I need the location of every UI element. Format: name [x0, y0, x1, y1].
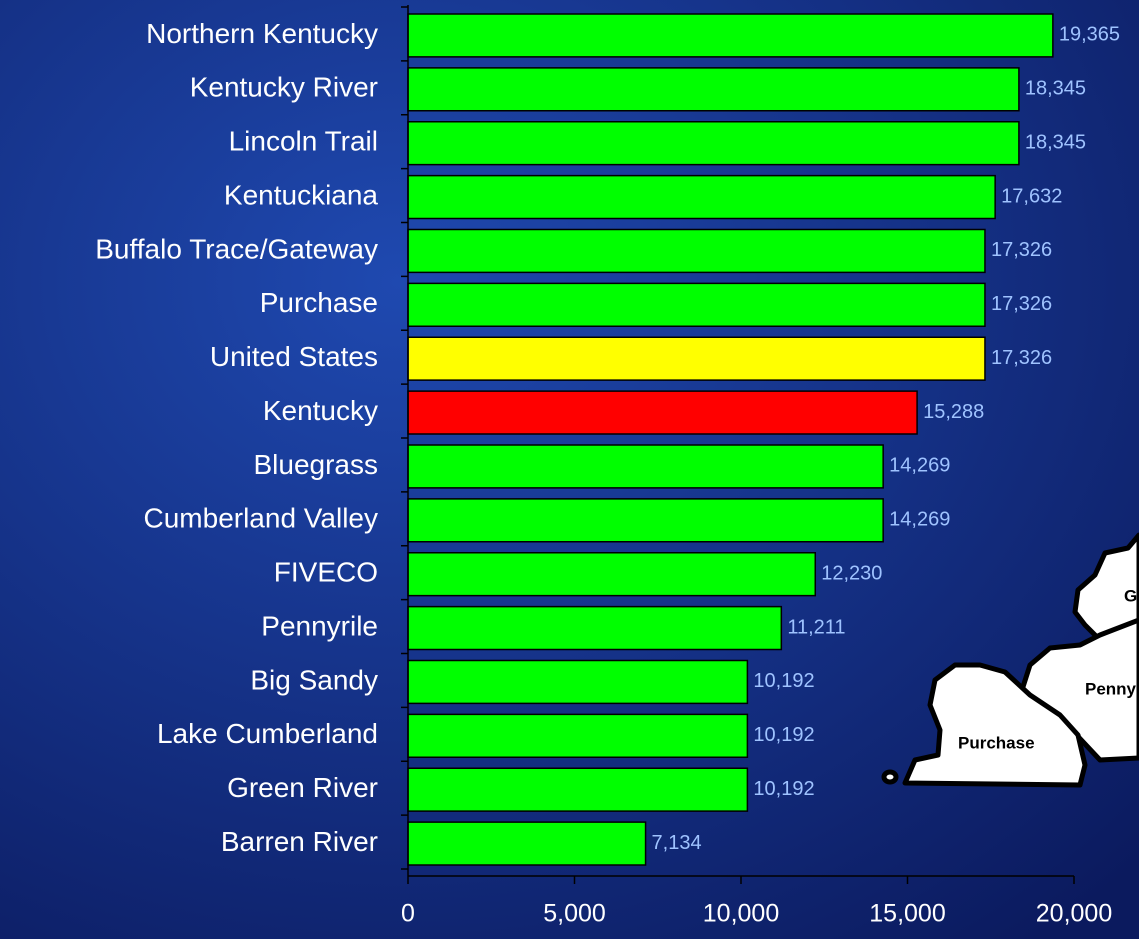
x-tick-label: 5,000 — [543, 900, 606, 928]
value-label: 7,134 — [652, 832, 702, 854]
value-label: 10,192 — [753, 724, 814, 746]
y-tick-label: Purchase — [260, 287, 378, 318]
x-tick-label: 0 — [401, 900, 415, 928]
y-tick-label: Kentucky — [263, 395, 378, 426]
y-tick-label: Kentucky River — [190, 72, 378, 103]
value-label: 17,632 — [1001, 185, 1062, 207]
bar — [407, 336, 986, 381]
bar — [407, 13, 1054, 58]
bar — [407, 228, 986, 274]
value-label: 11,211 — [787, 616, 845, 638]
value-label: 10,192 — [753, 778, 814, 800]
bar — [407, 605, 783, 651]
y-tick-label: Lincoln Trail — [229, 126, 378, 157]
y-tick-label: Buffalo Trace/Gateway — [95, 233, 378, 264]
value-label: 17,326 — [991, 347, 1052, 369]
value-label: 17,326 — [991, 293, 1052, 315]
y-tick-label: Cumberland Valley — [144, 503, 379, 534]
bar — [407, 390, 918, 435]
y-tick-label: Lake Cumberland — [157, 718, 378, 749]
value-label: 14,269 — [889, 509, 950, 531]
value-label: 15,288 — [923, 401, 984, 423]
value-label: 19,365 — [1059, 24, 1120, 46]
bar — [407, 659, 749, 705]
value-label: 10,192 — [753, 670, 814, 692]
bar — [407, 67, 1020, 112]
y-tick-label: United States — [210, 341, 378, 372]
y-tick-label: Kentuckiana — [224, 179, 379, 210]
y-tick-label: Green River — [227, 772, 378, 803]
value-label: 17,326 — [991, 239, 1052, 261]
map-label: G — [1124, 586, 1137, 605]
value-label: 18,345 — [1025, 78, 1086, 100]
bar — [407, 713, 749, 758]
y-tick-label: Pennyrile — [261, 610, 378, 641]
x-tick-label: 10,000 — [703, 900, 779, 928]
map: Purchase Penny G — [881, 532, 1139, 788]
bar — [407, 821, 647, 866]
y-tick-label: Northern Kentucky — [146, 18, 378, 49]
bar — [407, 444, 884, 489]
bar — [407, 282, 986, 327]
y-tick-label: Bluegrass — [253, 449, 378, 480]
y-tick-label: Barren River — [221, 826, 378, 857]
bar — [407, 174, 996, 220]
bar — [407, 498, 884, 543]
y-tick-label: Big Sandy — [250, 664, 378, 695]
bar — [407, 552, 817, 597]
map-label: Purchase — [958, 733, 1035, 752]
map-label: Penny — [1085, 679, 1137, 698]
y-tick-label: FIVECO — [274, 557, 378, 588]
map-region — [902, 662, 1088, 788]
value-label: 18,345 — [1025, 131, 1086, 153]
bar — [407, 767, 749, 812]
x-tick-label: 15,000 — [869, 900, 945, 928]
x-tick-label: 20,000 — [1036, 900, 1112, 928]
map-region — [881, 769, 899, 785]
value-label: 14,269 — [889, 455, 950, 477]
value-label: 12,230 — [821, 562, 882, 584]
bar — [407, 121, 1020, 166]
